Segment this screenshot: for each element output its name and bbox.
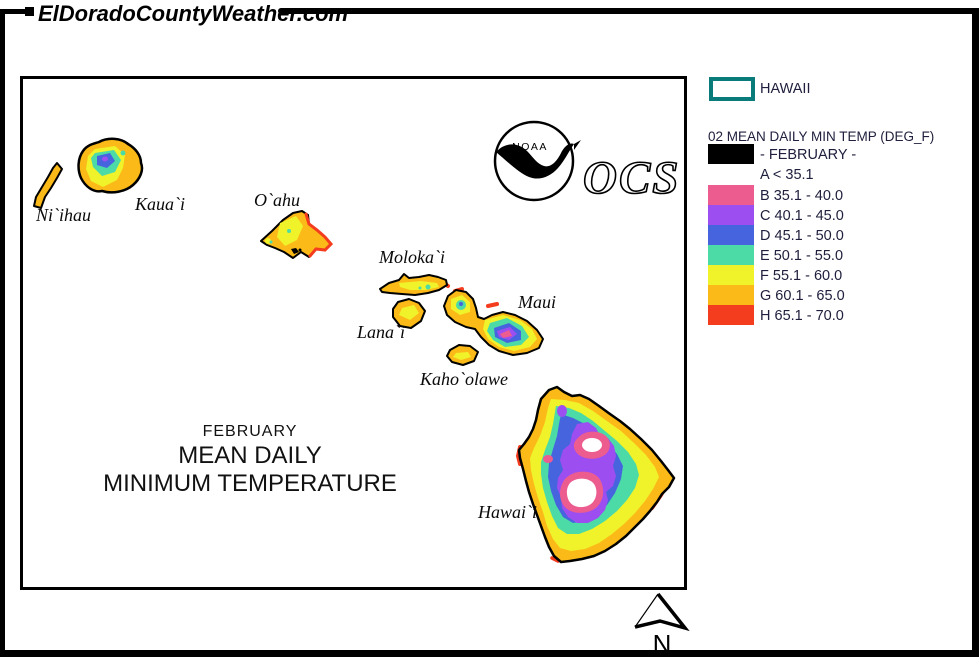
- frame-top-right-segment: [278, 8, 974, 14]
- frame-right: [972, 8, 979, 657]
- legend-swatch-f: [708, 265, 754, 285]
- island-label-lanai: Lana`i: [357, 322, 406, 342]
- frame-top-left-segment: [0, 9, 26, 14]
- island-label-niihau: Ni`ihau: [36, 205, 92, 225]
- legend-swatch-d: [708, 225, 754, 245]
- legend-class-label-a: A < 35.1: [760, 167, 814, 183]
- legend-swatch-february: [708, 144, 754, 164]
- legend-class-label-f: F 55.1 - 60.0: [760, 268, 843, 284]
- watermark-text: ElDoradoCountyWeather.com: [38, 1, 349, 26]
- legend-swatch-e: [708, 245, 754, 265]
- legend-swatch-h: [708, 305, 754, 325]
- island-label-hawaii: Hawai`i: [478, 502, 538, 522]
- legend-class-label-h: H 65.1 - 70.0: [760, 308, 844, 324]
- map-frame: [20, 76, 687, 590]
- legend-class-label-c: C 40.1 - 45.0: [760, 208, 844, 224]
- island-label-kahoolawe: Kaho`olawe: [420, 369, 508, 389]
- frame-bottom: [0, 650, 979, 657]
- map-title-line3: MINIMUM TEMPERATURE: [103, 470, 397, 497]
- hawaii-region-box: [709, 77, 755, 101]
- legend-swatch-g: [708, 285, 754, 305]
- island-label-kauai: Kaua`i: [135, 194, 186, 214]
- frame-top-left-cap: [25, 7, 34, 16]
- legend-class-label-e: E 50.1 - 55.0: [760, 248, 844, 264]
- map-title-line2: MEAN DAILY: [178, 442, 322, 469]
- legend-swatch-c: [708, 205, 754, 225]
- legend-class-label-d: D 45.1 - 50.0: [760, 228, 844, 244]
- legend-swatch-b: [708, 185, 754, 205]
- legend-class-label-g: G 60.1 - 65.0: [760, 288, 845, 304]
- legend-title: 02 MEAN DAILY MIN TEMP (DEG_F): [708, 129, 935, 144]
- frame-left: [0, 9, 5, 657]
- map-title: FEBRUARY MEAN DAILY MINIMUM TEMPERATURE: [90, 423, 410, 498]
- island-label-oahu: O`ahu: [254, 190, 300, 210]
- island-label-molokai: Moloka`i: [379, 247, 445, 267]
- island-label-maui: Maui: [518, 292, 556, 312]
- legend-class-label-b: B 35.1 - 40.0: [760, 188, 844, 204]
- map-title-month: FEBRUARY: [202, 423, 298, 440]
- legend-february-label: - FEBRUARY -: [760, 147, 857, 163]
- hawaii-region-label: HAWAII: [760, 81, 811, 97]
